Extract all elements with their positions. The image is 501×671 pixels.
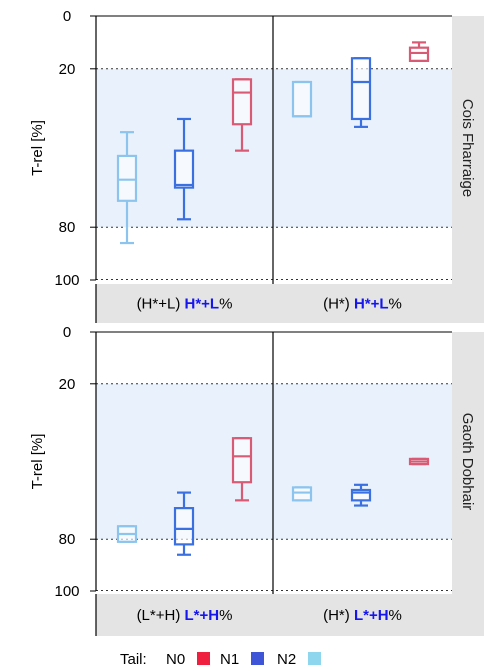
legend-swatch-n1 xyxy=(251,652,264,665)
boxplot-n0 xyxy=(231,78,253,152)
box-iqr xyxy=(291,486,313,502)
facet-strip-1 xyxy=(452,332,484,636)
y-tick-label: 100 xyxy=(54,583,79,600)
boxplot-n1 xyxy=(173,491,195,556)
boxplot-n1 xyxy=(350,483,372,507)
facet-strip-label-0: Cois Fharraige xyxy=(459,99,476,197)
boxplot-n0 xyxy=(408,457,430,466)
legend-swatch-n0 xyxy=(197,652,210,665)
legend-swatch-n2 xyxy=(308,652,321,665)
box-iqr xyxy=(173,149,195,189)
y-tick-label: 20 xyxy=(59,376,76,393)
panel-label: (H*) H*+L% xyxy=(323,296,402,313)
boxplot-n2 xyxy=(116,525,138,543)
box-iqr xyxy=(408,46,430,62)
boxplot-n1 xyxy=(350,57,372,128)
box-iqr xyxy=(291,80,313,118)
panel-label-band xyxy=(96,284,452,323)
boxplot-n2 xyxy=(291,80,313,118)
reference-band xyxy=(96,383,452,540)
y-tick-label: 0 xyxy=(63,8,71,25)
box-iqr xyxy=(116,154,138,202)
facet-strip-label-1: Gaoth Dobhair xyxy=(459,413,476,511)
panel-label-bold: L*+H xyxy=(354,607,389,624)
panel-label-suffix: % xyxy=(389,607,402,624)
y-tick-label: 100 xyxy=(54,272,79,289)
y-axis-label: T-rel [%] xyxy=(29,120,46,176)
legend: Tail: N0 N1 N2 xyxy=(120,651,321,668)
panel-label: (H*) L*+H% xyxy=(323,607,402,624)
panel-label-prefix: (L*+H) xyxy=(137,607,185,624)
y-tick-label: 20 xyxy=(59,61,76,78)
panel-label-prefix: (H*+L) xyxy=(137,296,185,313)
legend-label-n2: N2 xyxy=(277,651,296,668)
boxplot-n2 xyxy=(291,486,313,502)
panel-label: (H*+L) H*+L% xyxy=(137,296,233,313)
box-iqr xyxy=(231,437,253,484)
panel-label-suffix: % xyxy=(219,296,232,313)
legend-label-n1: N1 xyxy=(220,651,239,668)
box-iqr xyxy=(350,488,372,502)
box-iqr xyxy=(350,57,372,121)
boxplot-n0 xyxy=(408,41,430,62)
panel-label-bold: L*+H xyxy=(185,607,220,624)
boxplot-n1 xyxy=(173,117,195,221)
panel-label-band xyxy=(96,594,452,636)
panel-label-prefix: (H*) xyxy=(323,607,354,624)
boxplot-n2 xyxy=(116,131,138,245)
panel-label-suffix: % xyxy=(219,607,232,624)
box-iqr xyxy=(231,78,253,126)
panel-label-suffix: % xyxy=(389,296,402,313)
boxplot-n0 xyxy=(231,437,253,502)
y-tick-label: 80 xyxy=(59,219,76,236)
legend-title: Tail: xyxy=(120,651,147,668)
panel-label-bold: H*+L xyxy=(185,296,220,313)
facet-strip-0 xyxy=(452,16,484,323)
panel-label-prefix: (H*) xyxy=(323,296,354,313)
box-iqr xyxy=(173,507,195,546)
panel-label-bold: H*+L xyxy=(354,296,389,313)
panel-label: (L*+H) L*+H% xyxy=(137,607,233,624)
legend-label-n0: N0 xyxy=(166,651,185,668)
y-axis-label: T-rel [%] xyxy=(29,434,46,490)
reference-band xyxy=(96,68,452,228)
y-tick-label: 0 xyxy=(63,324,71,341)
y-tick-label: 80 xyxy=(59,531,76,548)
